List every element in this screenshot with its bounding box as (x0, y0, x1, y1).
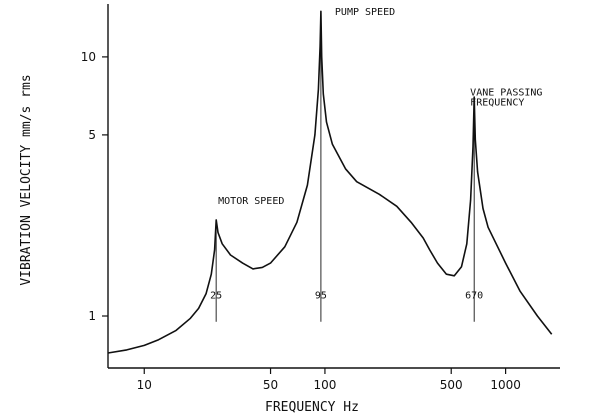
y-axis-title: VIBRATION VELOCITY mm/s rms (19, 74, 34, 285)
peak-annotation: PUMP SPEED (335, 7, 395, 18)
peak-annotation: FREQUENCY (470, 97, 524, 108)
x-axis-ticks: 10 50 100 500 1000 (137, 368, 521, 392)
x-tick-label: 10 (137, 378, 152, 392)
peak-annotation: VANE PASSING (470, 87, 542, 98)
vibration-spectrum-line (107, 10, 553, 354)
frequency-marker-label: 95 (315, 290, 327, 301)
x-tick-label: 100 (313, 378, 336, 392)
x-axis-title: FREQUENCY Hz (265, 400, 359, 415)
y-tick-label: 1 (88, 309, 96, 323)
y-tick-label: 10 (81, 50, 96, 64)
y-tick-label: 5 (88, 128, 96, 142)
x-tick-label: 50 (263, 378, 278, 392)
frequency-marker-lines: 25 95 670 (210, 11, 483, 322)
peak-annotations: MOTOR SPEED PUMP SPEED VANE PASSINGFREQUEN… (218, 7, 542, 207)
frequency-marker-label: 670 (465, 290, 483, 301)
peak-annotation: MOTOR SPEED (218, 196, 284, 207)
x-tick-label: 1000 (490, 378, 521, 392)
frequency-marker-label: 25 (210, 290, 222, 301)
x-tick-label: 500 (440, 378, 463, 392)
